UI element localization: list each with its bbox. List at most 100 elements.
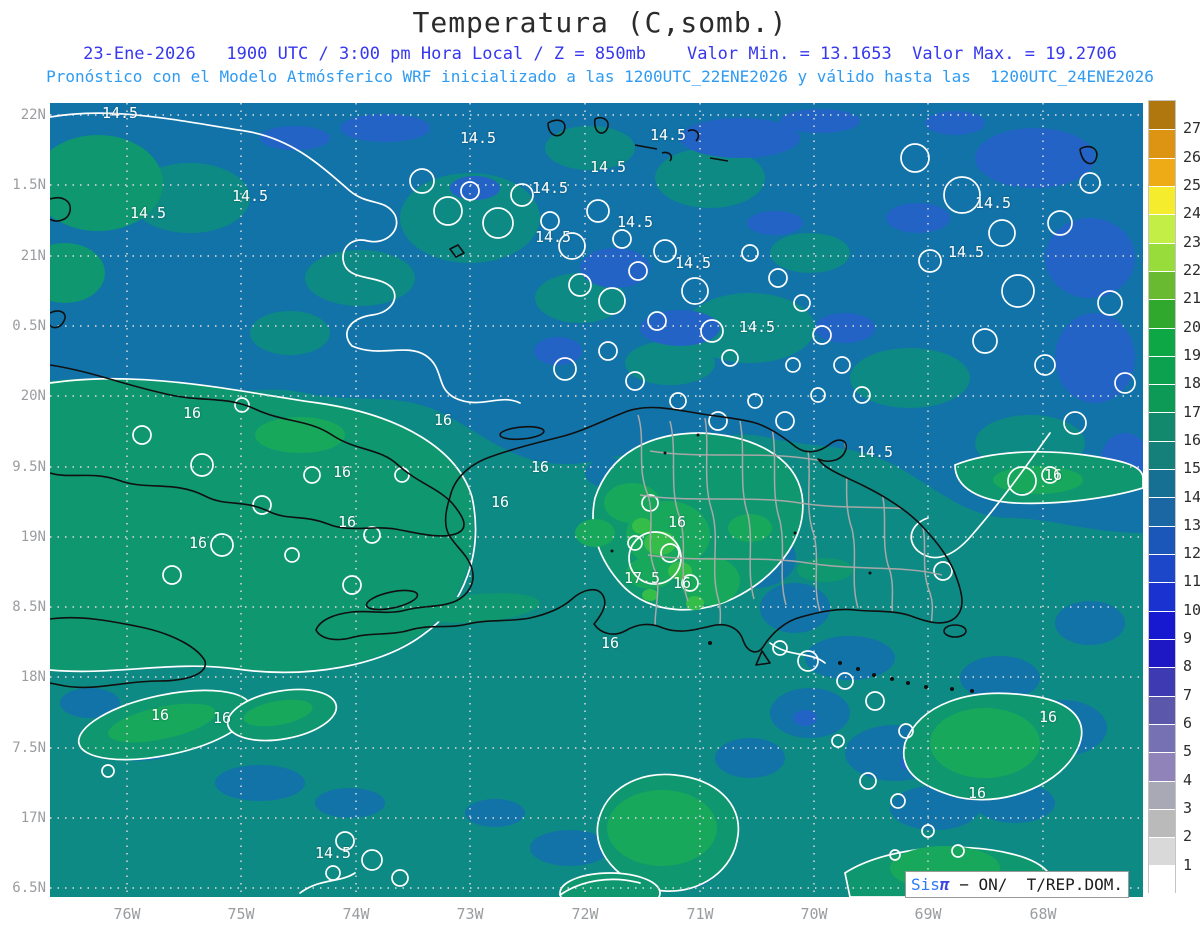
colorbar-tick-label: 7 [1183, 685, 1193, 704]
coast-turks-islets [449, 116, 1098, 258]
colorbar-tick-label: 18 [1183, 374, 1200, 393]
contour-label: 14.5 [856, 443, 894, 461]
watermark-sis: Sis [911, 875, 940, 894]
colorbar-tick-label: 20 [1183, 317, 1200, 336]
colorbar-segment [1149, 412, 1175, 441]
contour-loops-north [409, 168, 871, 431]
contour-label: 14.5 [947, 243, 985, 261]
colorbar-segment [1149, 525, 1175, 554]
colorbar [1148, 100, 1176, 894]
coastlines [50, 116, 1098, 693]
colorbar-tick-label: 26 [1183, 147, 1200, 166]
lat-tick-label: 1.5N [12, 177, 46, 193]
colorbar-tick-label: 11 [1183, 572, 1200, 591]
temperature-contours [50, 112, 1136, 896]
contour-label: 16 [337, 513, 357, 531]
colorbar-segment [1149, 299, 1175, 328]
lat-tick-label: 17N [20, 810, 46, 826]
colorbar-tick-label: 14 [1183, 487, 1200, 506]
contour-label: 16 [667, 513, 687, 531]
colorbar-segment [1149, 355, 1175, 385]
contour-label: 16 [332, 463, 352, 481]
lat-tick-label: 21N [20, 248, 46, 264]
colorbar-segment [1149, 157, 1175, 186]
contour-label: 16 [150, 706, 170, 724]
colorbar-segment [1149, 214, 1175, 243]
coast-gonave [365, 589, 419, 611]
lat-tick-label: 9.5N [12, 459, 46, 475]
colorbar-segment [1149, 185, 1175, 215]
colorbar-segment [1149, 865, 1175, 894]
colorbar-tick-label: 1 [1183, 855, 1193, 874]
colorbar-tick-label: 19 [1183, 345, 1200, 364]
colorbar-segment [1149, 327, 1175, 356]
contour-label: 14.5 [616, 213, 654, 231]
temperature-fill [50, 103, 1143, 897]
colorbar-tick-label: 13 [1183, 515, 1200, 534]
contour-label: 14.5 [589, 158, 627, 176]
colorbar-segment [1149, 384, 1175, 413]
colorbar-tick-label: 9 [1183, 629, 1193, 648]
contour-label: 17.5 [623, 569, 661, 587]
contour-label: 14.5 [101, 104, 139, 122]
contour-loops-south [325, 640, 965, 887]
colorbar-segment [1149, 270, 1175, 300]
colorbar-tick-label: 3 [1183, 799, 1193, 818]
contour-label: 16 [490, 493, 510, 511]
contour-label: 14.5 [531, 179, 569, 197]
contour-label: 14.5 [649, 126, 687, 144]
contour-label: 16 [1043, 466, 1063, 484]
colorbar-tick-label: 17 [1183, 402, 1200, 421]
lat-tick-label: 6.5N [12, 880, 46, 896]
lon-tick-label: 68W [1029, 905, 1057, 923]
coast-left-islet-2 [50, 310, 66, 329]
coast-left-islet-1 [50, 196, 72, 222]
contour-label: 14.5 [314, 844, 352, 862]
contour-label: 14.5 [534, 228, 572, 246]
contour-label: 14.5 [674, 254, 712, 272]
contour-label: 14.5 [231, 187, 269, 205]
colorbar-segment [1149, 752, 1175, 781]
colorbar-segment [1149, 837, 1175, 866]
colorbar-segment [1149, 638, 1175, 668]
colorbar-tick-label: 8 [1183, 657, 1193, 676]
colorbar-segment [1149, 554, 1175, 583]
coast-cuba [50, 364, 465, 537]
colorbar-segment [1149, 582, 1175, 611]
colorbar-segment [1149, 667, 1175, 696]
lon-tick-label: 71W [686, 905, 714, 923]
contour-label: 16 [212, 709, 232, 727]
lon-tick-label: 70W [800, 905, 828, 923]
page-title: Temperatura (C,somb.) [412, 6, 788, 39]
lat-tick-label: 20N [20, 388, 46, 404]
coast-tortue [499, 425, 545, 441]
colorbar-segment [1149, 497, 1175, 526]
lon-tick-label: 72W [571, 905, 599, 923]
lon-tick-label: 69W [914, 905, 942, 923]
colorbar-tick-label: 4 [1183, 770, 1193, 789]
colorbar-tick-label: 23 [1183, 232, 1200, 251]
colorbar-tick-label: 10 [1183, 600, 1200, 619]
lat-tick-label: 19N [20, 529, 46, 545]
lon-tick-label: 74W [342, 905, 370, 923]
colorbar-tick-label: 15 [1183, 459, 1200, 478]
colorbar-segment [1149, 129, 1175, 158]
colorbar-segment [1149, 242, 1175, 271]
colorbar-tick-label: 21 [1183, 289, 1200, 308]
watermark-rest: − ON/ T/REP.DOM. [949, 875, 1123, 894]
colorbar-tick-label: 12 [1183, 544, 1200, 563]
contour-label: 16 [433, 411, 453, 429]
lon-tick-label: 76W [113, 905, 141, 923]
contour-label: 16 [967, 784, 987, 802]
colorbar-segment [1149, 101, 1175, 130]
coast-hispaniola [315, 406, 963, 653]
colorbar-tick-label: 16 [1183, 430, 1200, 449]
contour-label: 16 [600, 634, 620, 652]
colorbar-tick-label: 2 [1183, 827, 1193, 846]
contour-label: 16 [530, 458, 550, 476]
colorbar-tick-label: 5 [1183, 742, 1193, 761]
coast-saona [943, 624, 967, 638]
map-plot [50, 103, 1143, 897]
contour-label: 14.5 [974, 194, 1012, 212]
